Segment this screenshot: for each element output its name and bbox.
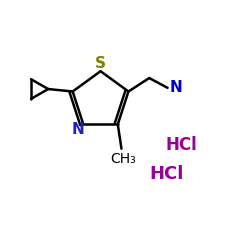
Text: S: S [95,56,106,71]
Text: CH₃: CH₃ [110,152,136,166]
Text: N: N [72,122,85,137]
Text: N: N [170,80,182,95]
Text: HCl: HCl [149,165,184,183]
Text: HCl: HCl [165,136,197,154]
